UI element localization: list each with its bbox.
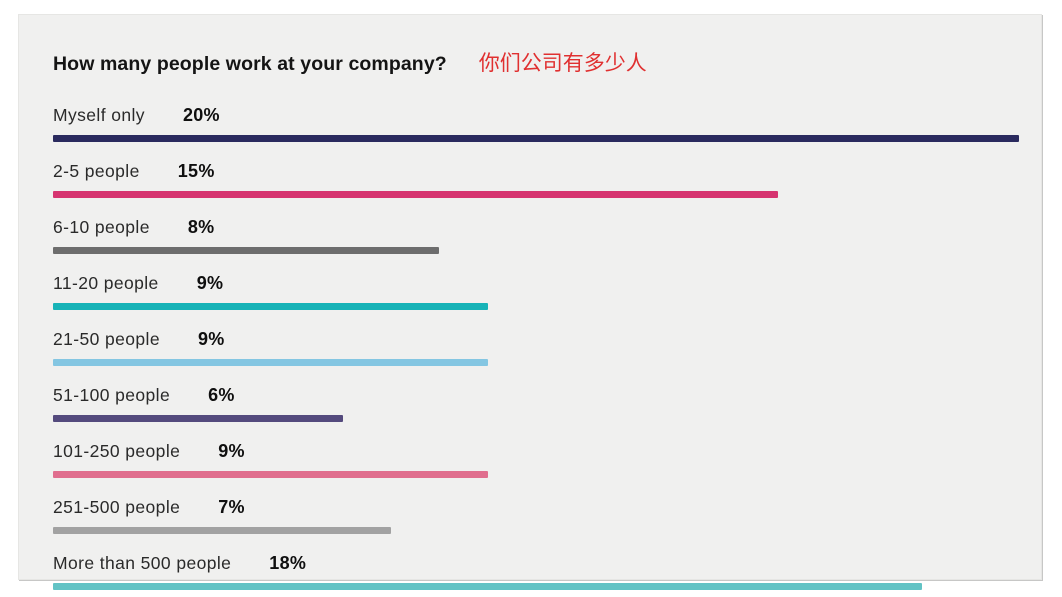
chart-row: 6-10 people 8% (53, 217, 1019, 254)
category-label: Myself only (53, 105, 145, 125)
bar (53, 191, 778, 198)
bar (53, 527, 392, 534)
bar (53, 471, 488, 478)
category-label: More than 500 people (53, 553, 232, 573)
bar (53, 415, 343, 422)
chart-row: 11-20 people 9% (53, 273, 1019, 310)
chart-row: More than 500 people 18% (53, 553, 1019, 590)
value-label: 15% (177, 161, 215, 181)
value-label: 9% (197, 329, 225, 349)
category-label: 6-10 people (53, 217, 150, 237)
value-label: 20% (182, 105, 220, 125)
chart-row: 251-500 people 7% (53, 497, 1019, 534)
bar (53, 247, 440, 254)
category-label: 251-500 people (53, 497, 181, 517)
bar (53, 359, 488, 366)
chart-panel: How many people work at your company? 你们… (18, 14, 1042, 590)
value-label: 18% (269, 553, 307, 573)
bar (53, 303, 488, 310)
bar-chart: Myself only 20% 2-5 people 15% 6-10 peop… (53, 105, 1019, 590)
chart-title: How many people work at your company? (53, 53, 447, 75)
chart-row: 2-5 people 15% (53, 161, 1019, 198)
bar (53, 583, 923, 590)
chart-row: 21-50 people 9% (53, 329, 1019, 366)
category-label: 21-50 people (53, 329, 160, 349)
chart-row: 51-100 people 6% (53, 385, 1019, 422)
value-label: 9% (218, 441, 245, 461)
bar (53, 135, 1019, 142)
category-label: 101-250 people (53, 441, 181, 461)
chart-title-row: How many people work at your company? 你们… (53, 47, 1019, 77)
value-label: 6% (208, 385, 235, 405)
category-label: 51-100 people (53, 385, 171, 405)
chart-row: Myself only 20% (53, 105, 1019, 142)
value-label: 8% (187, 217, 215, 237)
value-label: 9% (196, 273, 224, 293)
category-label: 11-20 people (53, 273, 159, 293)
chart-row: 101-250 people 9% (53, 441, 1019, 478)
chart-title-translation: 你们公司有多少人 (478, 52, 647, 75)
value-label: 7% (218, 497, 245, 517)
category-label: 2-5 people (53, 161, 140, 181)
